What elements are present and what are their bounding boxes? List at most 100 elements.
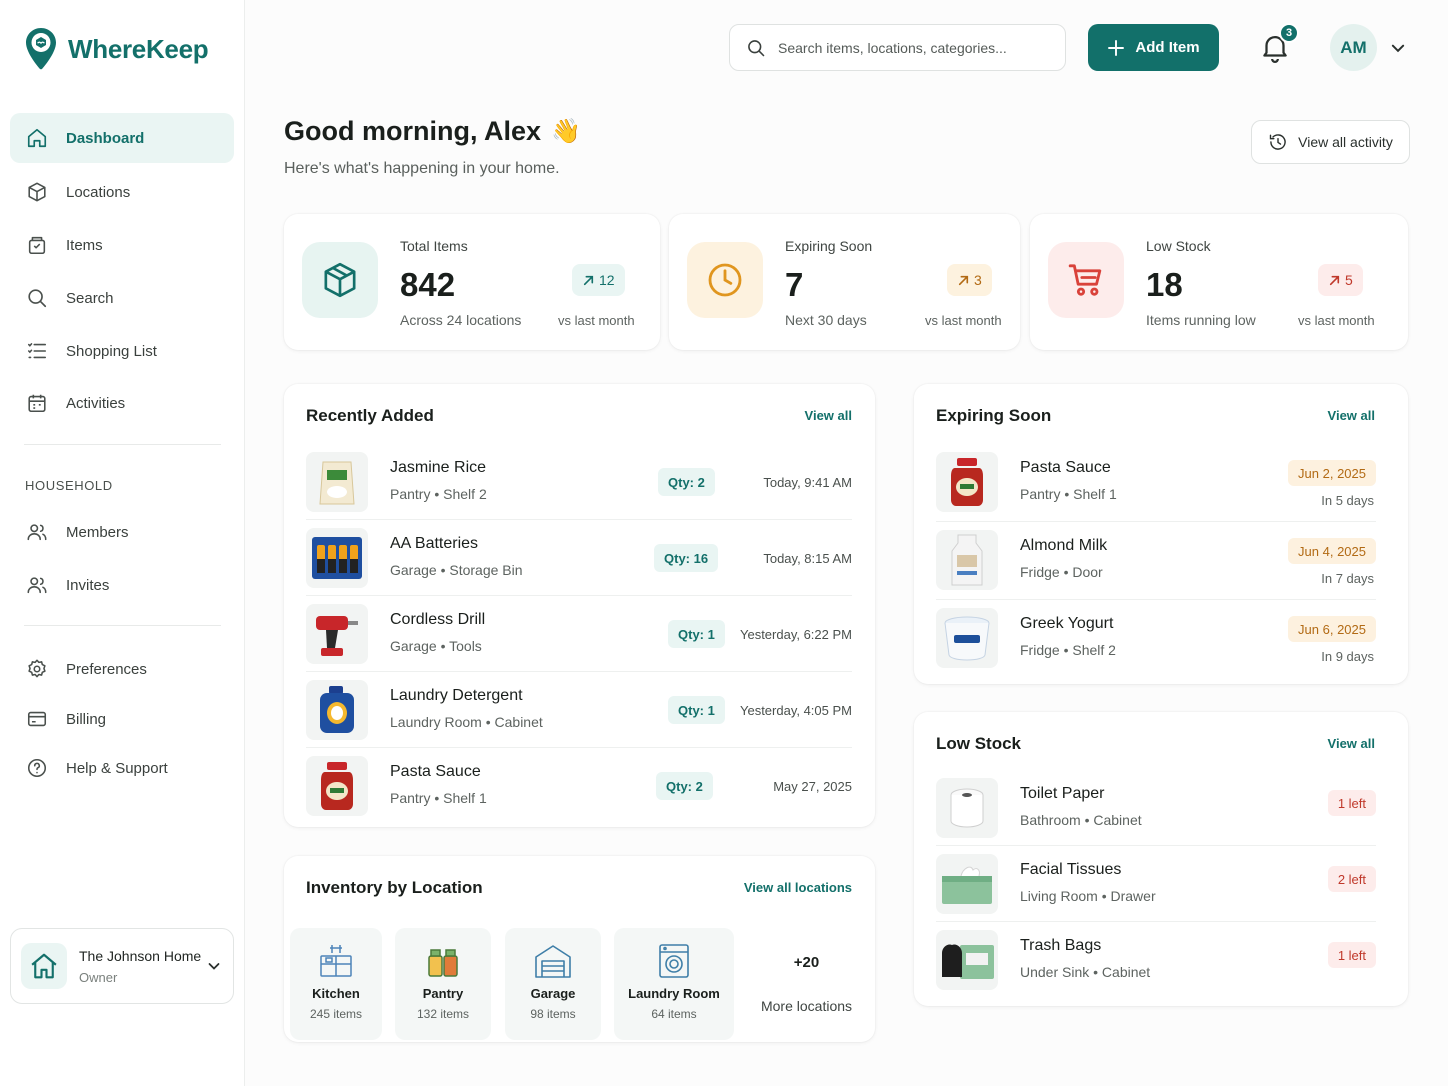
nav-activities[interactable]: Activities (10, 378, 234, 428)
item-name: Facial Tissues (1020, 861, 1122, 878)
days-until-expiry: In 5 days (1321, 493, 1374, 508)
nav-invites[interactable]: Invites (10, 560, 234, 610)
days-until-expiry: In 9 days (1321, 649, 1374, 664)
list-item[interactable]: Facial Tissues Living Room • Drawer 2 le… (936, 846, 1376, 922)
arrow-up-right-icon (583, 275, 594, 285)
nav-dashboard[interactable]: Dashboard (10, 113, 234, 163)
stat-comparison: vs last month (1298, 313, 1375, 328)
nav-members[interactable]: Members (10, 507, 234, 557)
location-tile-kitchen[interactable]: Kitchen 245 items (290, 928, 382, 1040)
item-location: Garage • Tools (390, 638, 482, 654)
logo-pin-icon (26, 28, 56, 70)
stat-label: Low Stock (1146, 238, 1211, 254)
household-switcher[interactable]: The Johnson Home Owner (10, 928, 234, 1004)
stat-card-low-stock: Low Stock 18 Items running low 5 vs last… (1030, 214, 1408, 350)
stat-label: Expiring Soon (785, 238, 873, 254)
gear-icon (28, 659, 46, 678)
item-thumbnail (936, 778, 998, 838)
greeting-text: Good morning, Alex (284, 116, 542, 146)
bell-icon[interactable] (1258, 30, 1292, 64)
location-tile-pantry[interactable]: Pantry 132 items (395, 928, 491, 1040)
item-name: Jasmine Rice (390, 459, 487, 476)
toilet-paper-icon (950, 788, 984, 828)
sauce-jar-icon (321, 762, 353, 810)
quantity-badge: Qty: 2 (658, 468, 715, 496)
location-name: Garage (530, 986, 576, 1001)
item-location: Garage • Storage Bin (390, 562, 523, 578)
app-logo[interactable]: WhereKeep (24, 26, 209, 72)
stat-subtext: Across 24 locations (400, 312, 522, 328)
yogurt-tub-icon (944, 616, 990, 661)
stat-comparison: vs last month (925, 313, 1002, 328)
location-tile-garage[interactable]: Garage 98 items (505, 928, 601, 1040)
household-section-label: HOUSEHOLD (25, 478, 113, 493)
more-locations-count[interactable]: +20 (793, 954, 820, 971)
user-avatar[interactable]: AM (1330, 24, 1377, 71)
notification-badge: 3 (1279, 23, 1299, 43)
item-thumbnail (936, 854, 998, 914)
nav-search[interactable]: Search (10, 273, 234, 323)
more-locations-label[interactable]: More locations (760, 998, 853, 1014)
view-all-activity-button[interactable]: View all activity (1251, 120, 1410, 164)
list-item[interactable]: Trash Bags Under Sink • Cabinet 1 left (936, 922, 1376, 998)
low-stock-card: Low Stock View all Toilet Paper Bathroom… (914, 712, 1408, 1006)
location-name: Kitchen (312, 986, 360, 1001)
list-item[interactable]: Greek Yogurt Fridge • Shelf 2 Jun 6, 202… (936, 600, 1376, 678)
stat-subtext: Items running low (1146, 312, 1256, 328)
quantity-badge: Qty: 1 (668, 620, 725, 648)
recently-added-card: Recently Added View all Jasmine Rice Pan… (284, 384, 875, 827)
expiry-date-badge: Jun 4, 2025 (1288, 538, 1376, 564)
expiring-soon-card: Expiring Soon View all Pasta Sauce Pantr… (914, 384, 1408, 684)
item-location: Fridge • Door (1020, 564, 1103, 580)
users-icon (27, 524, 47, 541)
nav-billing[interactable]: Billing (10, 694, 234, 744)
nav-shopping-list[interactable]: Shopping List (10, 326, 234, 376)
tissue-box-icon (942, 866, 992, 904)
list-item[interactable]: AA Batteries Garage • Storage Bin Qty: 1… (306, 520, 852, 596)
list-item[interactable]: Pasta Sauce Pantry • Shelf 1 Qty: 2 May … (306, 748, 852, 824)
nav-items[interactable]: Items (10, 220, 234, 270)
nav-locations[interactable]: Locations (10, 167, 234, 217)
stat-delta-badge: 12 (572, 264, 625, 296)
quantity-badge: Qty: 1 (668, 696, 725, 724)
expiring-view-all-link[interactable]: View all (1327, 408, 1375, 423)
stat-delta-value: 3 (974, 272, 982, 288)
global-search[interactable] (729, 24, 1066, 71)
location-name: Pantry (422, 986, 464, 1001)
recent-view-all-link[interactable]: View all (804, 408, 852, 423)
page-title: Good morning, Alex 👋 (284, 116, 581, 147)
added-timestamp: Today, 8:15 AM (763, 551, 852, 566)
jar-icon (28, 236, 46, 255)
household-name: The Johnson Home (79, 947, 202, 964)
add-item-button[interactable]: Add Item (1088, 24, 1219, 71)
detergent-icon (320, 686, 354, 733)
item-name: Almond Milk (1020, 537, 1108, 554)
item-thumbnail (936, 930, 998, 990)
nav-members-label: Members (66, 523, 129, 541)
nav-search-label: Search (66, 289, 114, 307)
nav-preferences[interactable]: Preferences (10, 644, 234, 694)
search-input[interactable] (778, 39, 1038, 56)
list-item[interactable]: Cordless Drill Garage • Tools Qty: 1 Yes… (306, 596, 852, 672)
lowstock-view-all-link[interactable]: View all (1327, 736, 1375, 751)
washing-machine-icon (659, 944, 689, 978)
item-location: Pantry • Shelf 1 (1020, 486, 1117, 502)
trash-bags-icon (942, 944, 994, 979)
list-item[interactable]: Jasmine Rice Pantry • Shelf 2 Qty: 2 Tod… (306, 444, 852, 520)
quantity-badge: Qty: 16 (654, 544, 719, 572)
household-icon-box (21, 943, 67, 989)
clock-icon (708, 263, 742, 297)
list-item[interactable]: Toilet Paper Bathroom • Cabinet 1 left (936, 770, 1376, 846)
stat-comparison: vs last month (558, 313, 635, 328)
chevron-down-icon[interactable] (1390, 40, 1406, 56)
nav-help-support[interactable]: Help & Support (10, 743, 234, 793)
list-item[interactable]: Laundry Detergent Laundry Room • Cabinet… (306, 672, 852, 748)
location-tile-laundry-room[interactable]: Laundry Room 64 items (614, 928, 734, 1040)
credit-card-icon (27, 711, 47, 727)
box-icon (324, 262, 356, 298)
rice-bag-icon (319, 461, 355, 505)
list-item[interactable]: Pasta Sauce Pantry • Shelf 1 Jun 2, 2025… (936, 444, 1376, 522)
view-all-locations-link[interactable]: View all locations (743, 880, 852, 895)
nav-dashboard-label: Dashboard (66, 129, 145, 147)
list-item[interactable]: Almond Milk Fridge • Door Jun 4, 2025 In… (936, 522, 1376, 600)
